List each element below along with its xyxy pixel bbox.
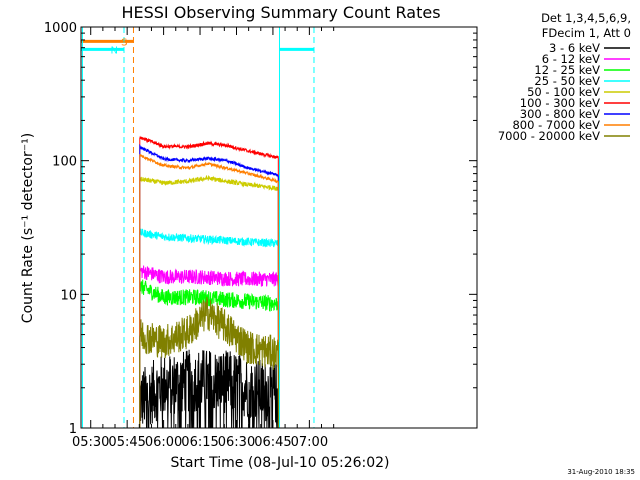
x-tick-label: 07:00 (291, 435, 328, 450)
y-tick-label: 100 (52, 155, 77, 170)
y-tick-label: 10 (60, 288, 77, 303)
series-line (139, 265, 279, 428)
flag-label: N (111, 45, 118, 56)
legend-label: 50 - 100 keV (527, 85, 600, 99)
x-tick-label: 05:45 (108, 435, 145, 450)
series-line (139, 349, 279, 428)
y-tick-label: 1 (69, 422, 77, 437)
legend-label: 300 - 800 keV (520, 107, 600, 121)
y-axis: 1 10 100 1000 (44, 21, 477, 437)
x-tick-label: 06:45 (254, 435, 291, 450)
x-tick-label: 05:30 (72, 435, 109, 450)
series-line (139, 296, 279, 428)
y-axis-label: Count Rate (s⁻¹ detector⁻¹) (20, 133, 36, 323)
legend-label: 12 - 25 keV (534, 63, 600, 77)
plot-frame (80, 26, 478, 429)
legend-label: 6 - 12 keV (542, 52, 600, 66)
series-line (139, 143, 279, 428)
y-tick-label: 1000 (44, 21, 77, 36)
x-tick-label: 06:30 (218, 435, 255, 450)
x-axis-label: Start Time (08-Jul-10 05:26:02) (170, 455, 389, 471)
series-line (139, 135, 279, 428)
legend: Det 1,3,4,5,6,9, FDecim 1, Att 0 3 - 6 k… (498, 11, 631, 143)
legend-label: 100 - 300 keV (520, 96, 600, 110)
legend-header-line-2: FDecim 1, Att 0 (542, 26, 631, 40)
series-line (139, 154, 279, 428)
legend-label: 800 - 7000 keV (512, 118, 600, 132)
series-line (139, 228, 279, 428)
timestamp: 31-Aug-2010 18:35 (567, 468, 635, 476)
legend-label: 3 - 6 keV (549, 41, 600, 55)
chart-title: HESSI Observing Summary Count Rates (121, 3, 440, 22)
series-line (139, 279, 279, 428)
legend-header-line-1: Det 1,3,4,5,6,9, (541, 11, 631, 25)
flag-label: S (121, 37, 127, 48)
x-tick-label: 06:00 (145, 435, 182, 450)
legend-label: 25 - 50 keV (534, 74, 600, 88)
x-tick-label: 06:15 (181, 435, 218, 450)
legend-label: 7000 - 20000 keV (498, 129, 600, 143)
series-line (139, 174, 279, 428)
